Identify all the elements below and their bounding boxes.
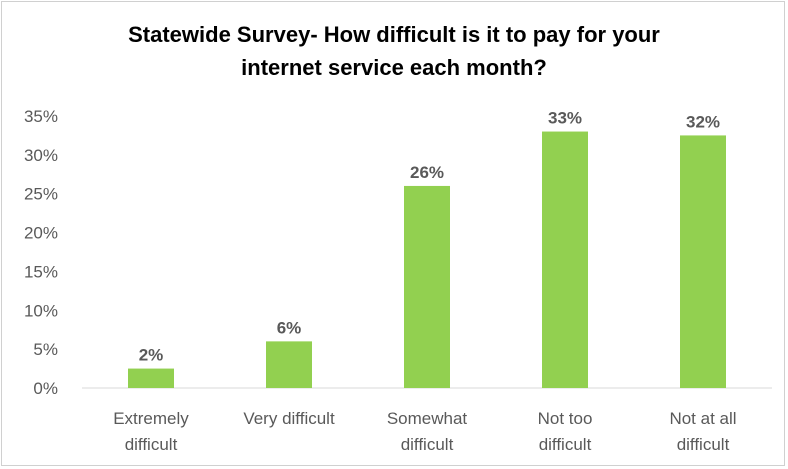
- bar: [542, 131, 588, 389]
- chart-title: Statewide Survey- How difficult is it to…: [0, 18, 788, 84]
- bar: [680, 135, 726, 388]
- x-category-label: Not too: [538, 409, 593, 428]
- y-tick-label: 15%: [24, 262, 58, 281]
- chart-title-line-1: Statewide Survey- How difficult is it to…: [128, 22, 660, 47]
- data-label: 2%: [139, 346, 164, 365]
- data-label: 33%: [548, 109, 582, 128]
- bar: [266, 341, 312, 388]
- bar: [404, 185, 450, 388]
- x-category-label: Not at all: [669, 409, 736, 428]
- y-tick-label: 10%: [24, 301, 58, 320]
- data-label: 6%: [277, 318, 302, 337]
- x-category-label: difficult: [401, 435, 454, 454]
- y-tick-label: 0%: [33, 379, 58, 398]
- data-label: 32%: [686, 112, 720, 131]
- x-category-label: Very difficult: [243, 409, 335, 428]
- bar: [128, 368, 174, 388]
- x-category-label: Somewhat: [387, 409, 468, 428]
- y-tick-label: 5%: [33, 340, 58, 359]
- y-tick-label: 30%: [24, 146, 58, 165]
- data-label: 26%: [410, 163, 444, 182]
- y-tick-label: 25%: [24, 185, 58, 204]
- x-category-label: difficult: [125, 435, 178, 454]
- y-tick-label: 35%: [24, 107, 58, 126]
- x-category-label: difficult: [539, 435, 592, 454]
- x-category-label: difficult: [677, 435, 730, 454]
- chart-title-line-2: internet service each month?: [241, 55, 547, 80]
- x-category-label: Extremely: [113, 409, 189, 428]
- y-tick-label: 20%: [24, 224, 58, 243]
